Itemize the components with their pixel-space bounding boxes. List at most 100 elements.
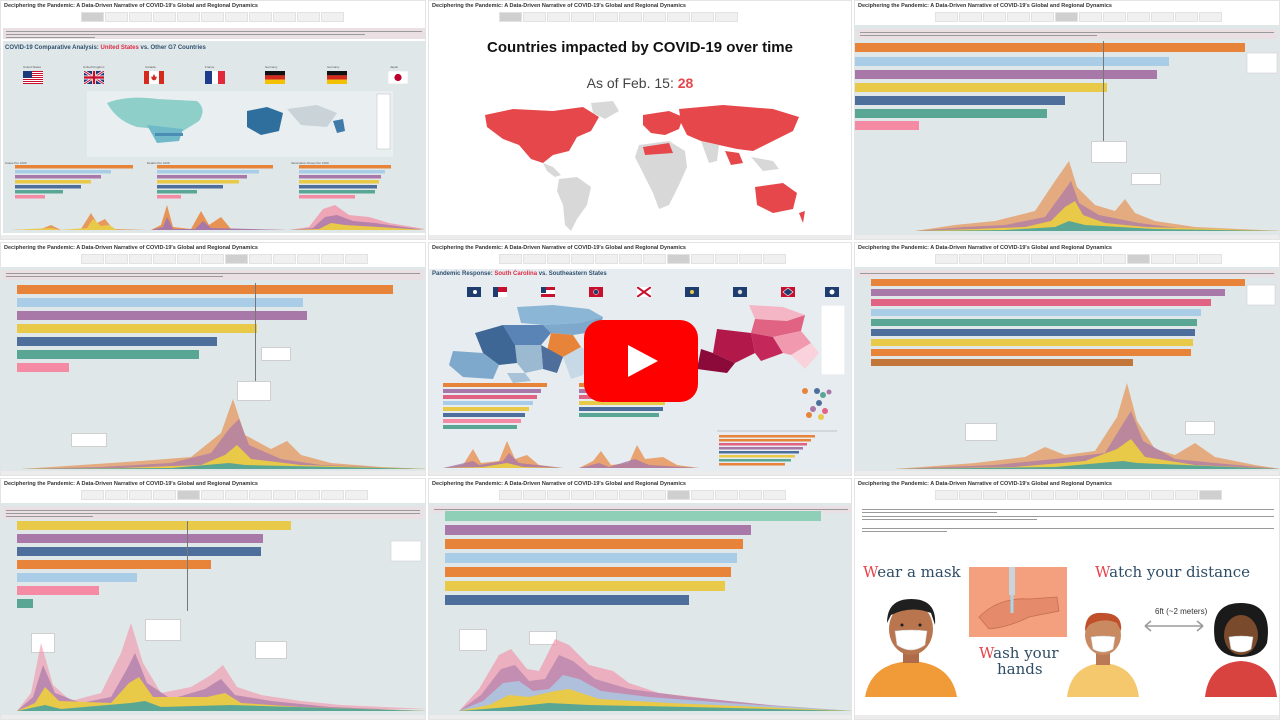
g7-deaths-bar-chart	[17, 285, 393, 372]
panel-footer	[855, 471, 1279, 475]
story-tab-strip[interactable]	[935, 490, 1222, 500]
panel-footer	[429, 471, 851, 475]
vaccination-area-chart	[289, 205, 425, 230]
play-triangle-icon	[628, 345, 658, 377]
flag-label-germany: Germany	[265, 65, 278, 69]
story-title: Deciphering the Pandemic: A Data-Driven …	[4, 3, 258, 9]
southeast-deaths-map[interactable]	[691, 303, 823, 373]
vaccination-bar-chart-large	[445, 511, 821, 605]
louisiana-flag-icon	[733, 287, 747, 297]
g7-cases-area-chart	[915, 161, 1279, 231]
story-tab-strip[interactable]	[499, 490, 786, 500]
double-arrow-icon	[1144, 620, 1204, 632]
flag-label-us: United States	[23, 65, 42, 69]
caption-box	[857, 29, 1277, 39]
arkansas-flag-icon	[781, 287, 795, 297]
story-title: Deciphering the Pandemic: A Data-Driven …	[432, 481, 686, 487]
southeast-deaths-area-chart	[579, 445, 699, 468]
flag-label-second-germany: Germany	[327, 65, 340, 69]
deaths-bar-chart	[157, 165, 273, 199]
masked-woman-illustration	[1205, 603, 1277, 697]
story-tab-strip[interactable]	[81, 12, 344, 22]
story-tab-strip[interactable]	[81, 490, 368, 500]
deaths-per-100k-label: Deaths Per 100K	[147, 161, 170, 165]
caption-box	[857, 270, 1277, 277]
cases-bar-chart	[15, 165, 133, 199]
annotation-line	[1103, 41, 1104, 141]
g7-choropleth-map[interactable]	[87, 91, 393, 157]
youtube-play-icon[interactable]	[584, 320, 698, 402]
annotation-line	[255, 283, 256, 383]
story-title: Deciphering the Pandemic: A Data-Driven …	[858, 481, 1112, 487]
vaccination-area-chart-large	[459, 639, 851, 711]
story-tab-strip[interactable]	[935, 254, 1222, 264]
japan-flag-icon	[388, 71, 408, 84]
south-carolina-flag-icon	[467, 287, 481, 297]
masked-man-illustration	[1067, 612, 1139, 697]
story-title: Deciphering the Pandemic: A Data-Driven …	[858, 3, 1112, 9]
story-tab-strip[interactable]	[499, 12, 738, 22]
cases-area-chart	[11, 213, 147, 230]
southeast-cases-area-chart	[443, 441, 563, 468]
annotation-tooltip	[1185, 421, 1215, 435]
story-tab-strip[interactable]	[935, 12, 1222, 22]
germany-flag-icon	[265, 71, 285, 84]
caption-box	[3, 507, 423, 519]
canada-flag-icon	[144, 71, 164, 84]
annotation-tooltip	[1091, 141, 1127, 163]
story-title: Deciphering the Pandemic: A Data-Driven …	[4, 481, 258, 487]
panel-footer	[855, 235, 1279, 239]
annotation-tooltip	[255, 641, 287, 659]
georgia-flag-icon	[541, 287, 555, 297]
tennessee-flag-icon	[589, 287, 603, 297]
vaccination-doses-label: Vaccination Doses Per 100K	[291, 161, 329, 165]
case-fatality-bar-chart	[719, 435, 815, 466]
annotation-tooltip	[261, 347, 291, 361]
southeast-dashboard-title: Pandemic Response: South Carolina vs. So…	[432, 271, 607, 277]
southeast-states-map[interactable]	[443, 303, 611, 383]
annotation-tooltip	[237, 381, 271, 401]
panel-footer	[855, 715, 1279, 719]
conclusion-text	[859, 526, 1277, 534]
map-legend[interactable]	[821, 305, 845, 375]
story-title: Deciphering the Pandemic: A Data-Driven …	[4, 245, 258, 251]
annotation-tooltip	[71, 433, 107, 447]
distance-label: 6ft (~2 meters)	[1155, 607, 1208, 616]
story-title: Deciphering the Pandemic: A Data-Driven …	[432, 3, 686, 9]
g7-mortality-bar-chart	[17, 521, 422, 608]
caption-box	[431, 506, 851, 513]
panel-g7-dashboard: Deciphering the Pandemic: A Data-Driven …	[0, 0, 426, 240]
annotation-tooltip	[1131, 173, 1161, 185]
vaccination-bar-chart	[299, 165, 391, 199]
southeast-bar-chart	[871, 279, 1276, 366]
flag-label-uk: United Kingdom	[83, 65, 105, 69]
virginia-flag-icon	[825, 287, 839, 297]
flag-label-japan: Japan	[390, 65, 399, 69]
wear-a-mask-heading: Wear a mask	[863, 563, 961, 581]
second-germany-flag-icon	[327, 71, 347, 84]
wash-hands-heading: Wash your hands	[979, 644, 1059, 678]
annotation-line	[187, 521, 188, 611]
panel-footer	[1, 471, 425, 475]
g7-mortality-area-chart	[17, 623, 425, 711]
impacted-country-count: 28	[677, 75, 694, 91]
flag-label-canada: Canada	[145, 65, 156, 69]
world-impact-map[interactable]	[473, 101, 813, 233]
story-title: Deciphering the Pandemic: A Data-Driven …	[858, 245, 1112, 251]
panel-footer	[429, 235, 851, 239]
panel-footer	[1, 715, 425, 719]
annotation-tooltip	[145, 619, 181, 641]
panel-prevention-psa: Deciphering the Pandemic: A Data-Driven …	[854, 478, 1280, 720]
france-flag-icon	[205, 71, 225, 84]
hand-washing-illustration	[969, 567, 1067, 637]
panel-vaccination-chart: Deciphering the Pandemic: A Data-Driven …	[428, 478, 852, 720]
annotation-tooltip	[459, 629, 487, 651]
map-slide-title: Countries impacted by COVID-19 over time	[487, 39, 793, 56]
story-tab-strip[interactable]	[81, 254, 368, 264]
caption-box	[3, 28, 425, 39]
population-density-scatter	[717, 388, 837, 432]
g7-deaths-area-chart	[21, 399, 425, 469]
watch-distance-heading: Watch your distance	[1095, 563, 1251, 581]
story-tab-strip[interactable]	[499, 254, 786, 264]
southeast-cases-bar-chart	[443, 383, 547, 429]
